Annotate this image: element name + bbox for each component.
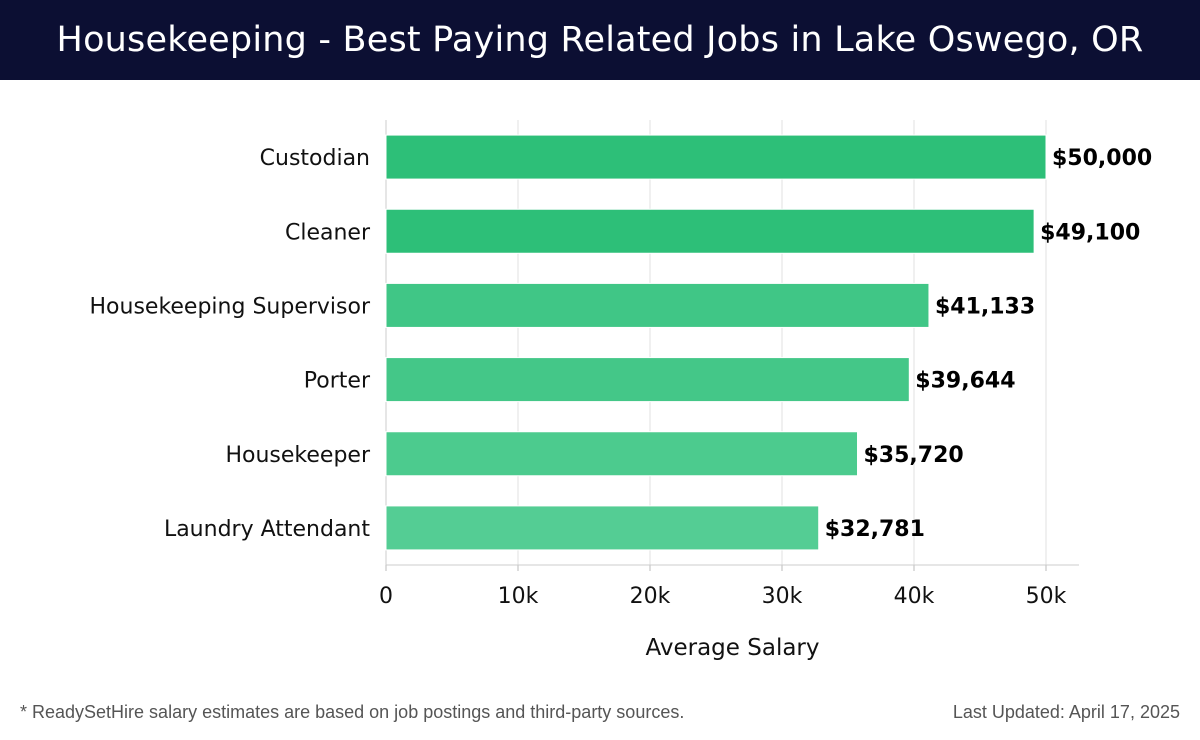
- bar: [385, 208, 1035, 254]
- value-label: $39,644: [915, 369, 1015, 394]
- bar: [385, 357, 910, 403]
- category-label: Custodian: [260, 146, 370, 171]
- x-tick-label: 40k: [894, 584, 935, 609]
- footnote: * ReadySetHire salary estimates are base…: [20, 702, 685, 722]
- x-tick-label: 50k: [1026, 584, 1067, 609]
- category-label: Porter: [304, 369, 371, 394]
- x-axis-title: Average Salary: [645, 635, 819, 661]
- value-label: $50,000: [1052, 146, 1152, 171]
- value-label: $41,133: [935, 294, 1035, 319]
- category-label: Laundry Attendant: [164, 517, 370, 542]
- x-tick-label: 10k: [498, 584, 539, 609]
- x-tick-label: 0: [379, 584, 393, 609]
- x-tick-label: 30k: [762, 584, 803, 609]
- chart-title: Housekeeping - Best Paying Related Jobs …: [56, 20, 1144, 60]
- chart-header: Housekeeping - Best Paying Related Jobs …: [0, 0, 1200, 80]
- bar: [385, 505, 820, 551]
- value-label: $35,720: [864, 443, 964, 468]
- bar-chart: 0 10k 20k 30k 40k 50k Custodian $50,000 Cleaner $…: [90, 120, 1152, 661]
- bar: [385, 431, 859, 477]
- category-label: Housekeeping Supervisor: [90, 294, 371, 319]
- category-label: Housekeeper: [225, 443, 370, 468]
- value-label: $32,781: [825, 517, 925, 542]
- bar: [385, 134, 1047, 180]
- bar: [385, 282, 930, 328]
- category-label: Cleaner: [285, 220, 371, 245]
- value-label: $49,100: [1040, 220, 1140, 245]
- last-updated: Last Updated: April 17, 2025: [952, 702, 1180, 722]
- x-tick-label: 20k: [630, 584, 671, 609]
